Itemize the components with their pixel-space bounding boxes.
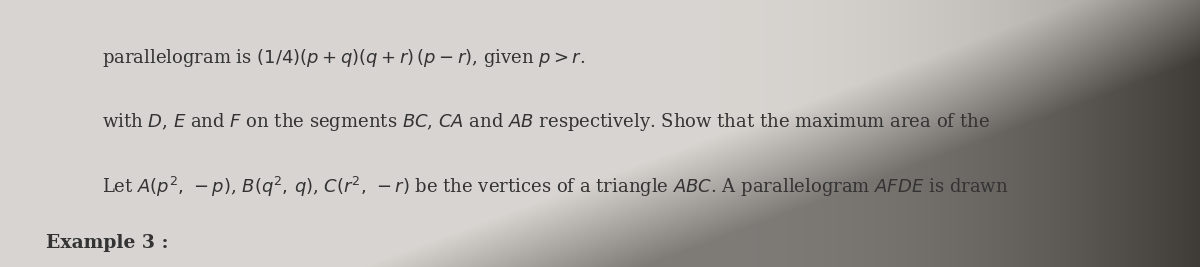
Text: parallelogram is $(1/4)(p+q)(q+r)\,(p-r)$, given $p>r$.: parallelogram is $(1/4)(p+q)(q+r)\,(p-r)… [102, 47, 586, 69]
Text: with $D$, $E$ and $F$ on the segments $BC$, $CA$ and $AB$ respectively. Show tha: with $D$, $E$ and $F$ on the segments $B… [102, 111, 990, 133]
Text: Example 3 :: Example 3 : [46, 234, 168, 252]
Text: Let $A(p^2,\,-p)$, $B(q^2,\,q)$, $C(r^2,\,-r)$ be the vertices of a triangle $AB: Let $A(p^2,\,-p)$, $B(q^2,\,q)$, $C(r^2,… [102, 175, 1008, 199]
